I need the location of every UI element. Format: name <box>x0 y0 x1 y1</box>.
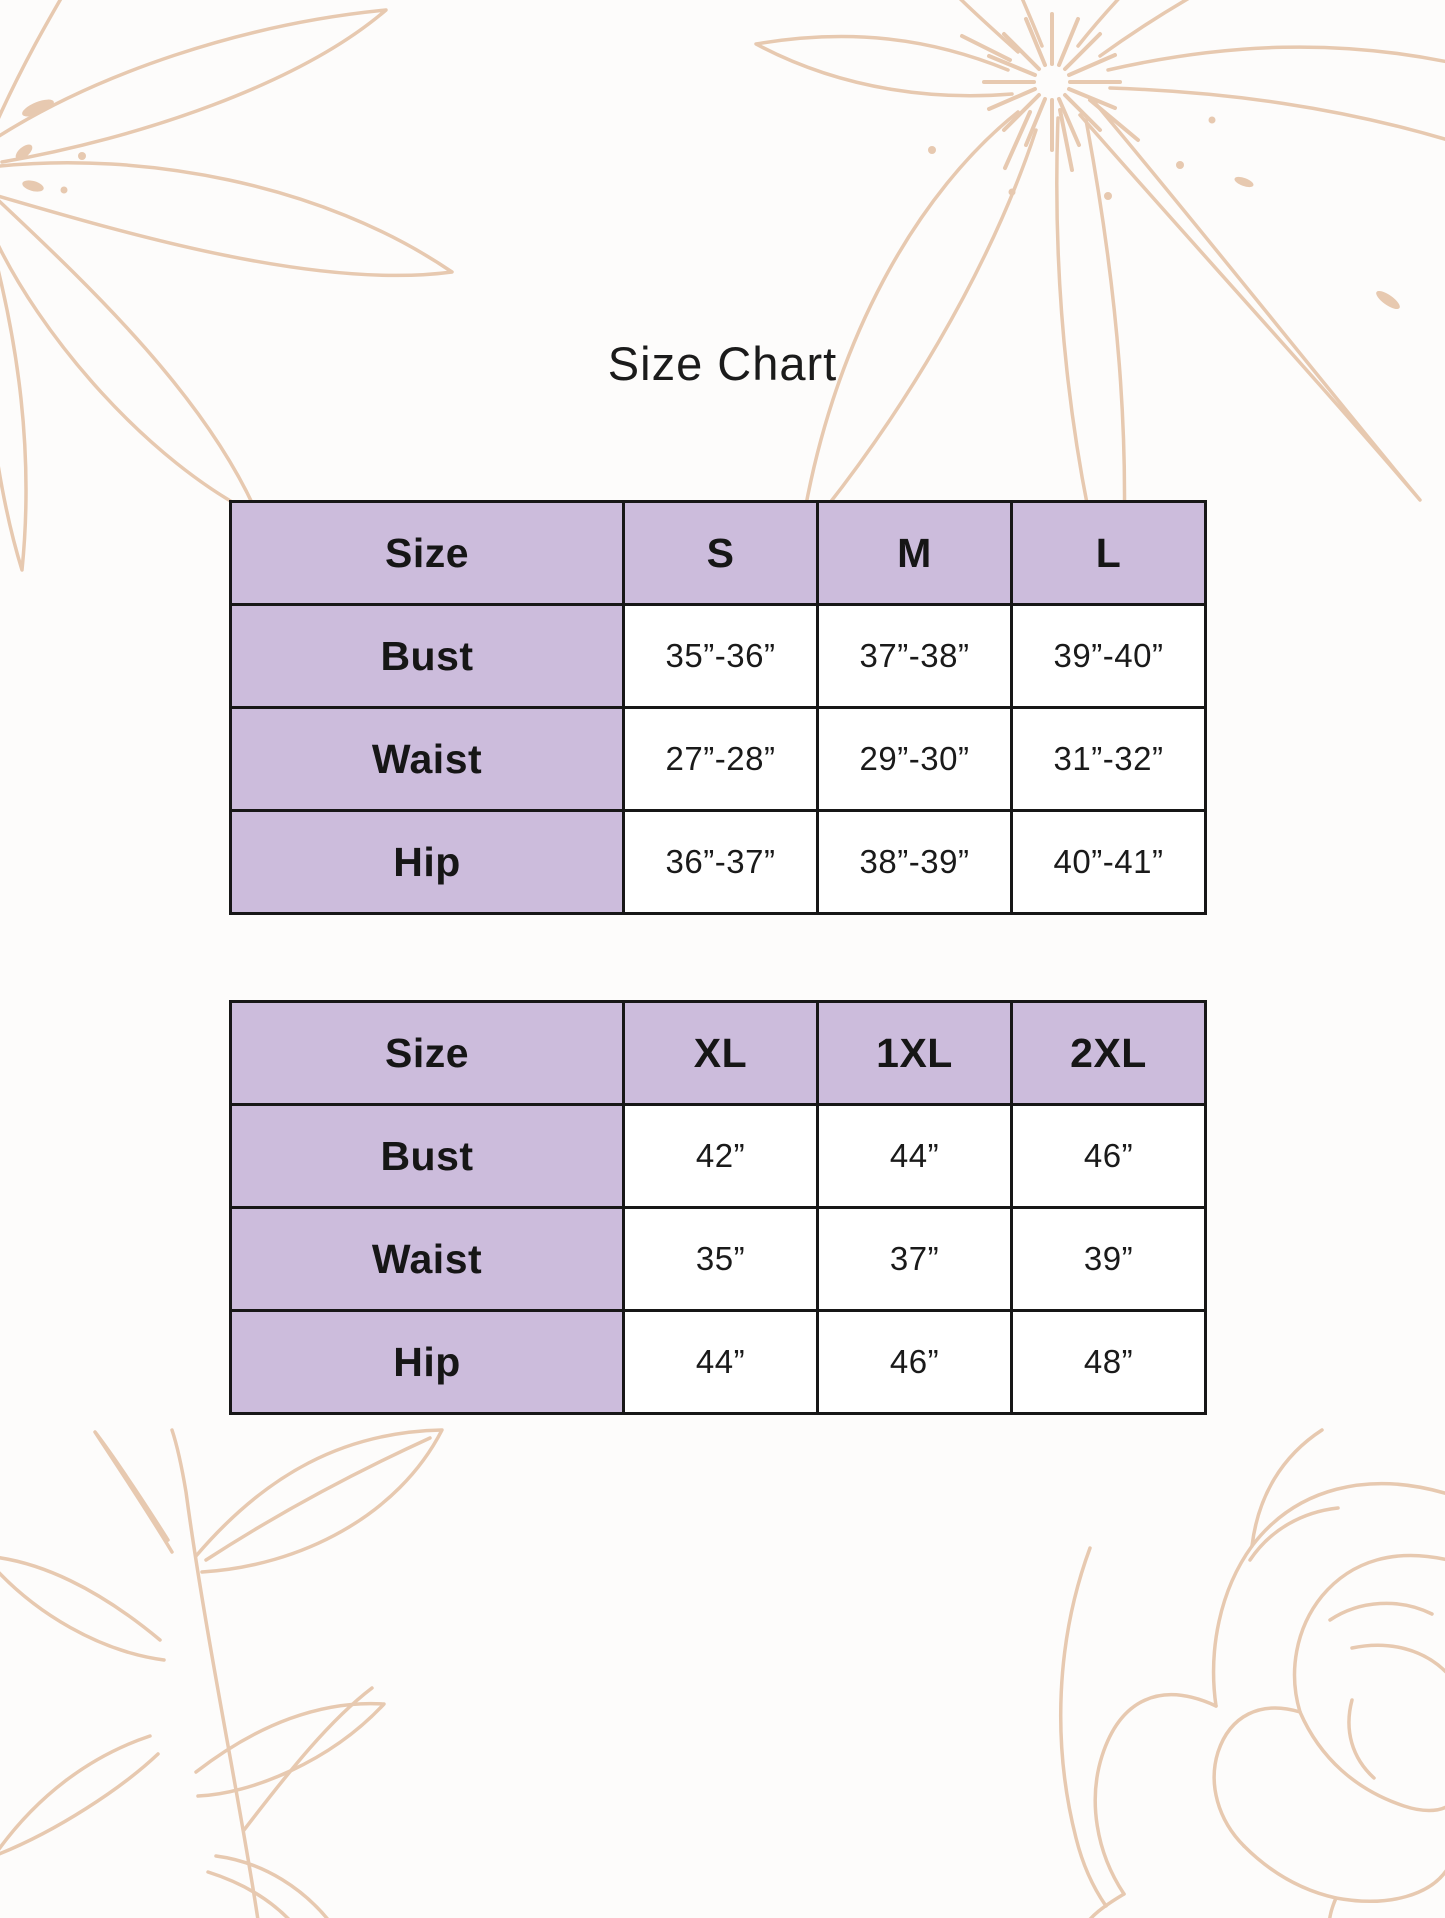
measurement-row: Hip 36”-37” 38”-39” 40”-41” <box>229 809 1207 915</box>
leafy-branch-bottom-left-illustration <box>0 1428 444 1918</box>
measurement-label-cell: Waist <box>229 1206 625 1312</box>
page-title: Size Chart <box>607 337 838 390</box>
header-row: Size S M L <box>229 500 1207 606</box>
measurement-value-cell: 48” <box>1010 1309 1207 1415</box>
measurement-value-cell: 35” <box>622 1206 819 1312</box>
measurement-value-cell: 37”-38” <box>816 603 1013 709</box>
corner-header-cell: Size <box>229 500 625 606</box>
measurement-label-cell: Hip <box>229 1309 625 1415</box>
measurement-row: Bust 42” 44” 46” <box>229 1103 1207 1209</box>
size-header-cell: L <box>1010 500 1207 606</box>
measurement-value-cell: 27”-28” <box>622 706 819 812</box>
size-header-cell: XL <box>622 1000 819 1106</box>
measurement-row: Waist 27”-28” 29”-30” 31”-32” <box>229 706 1207 812</box>
measurement-value-cell: 37” <box>816 1206 1013 1312</box>
stamen-burst <box>960 12 1140 172</box>
size-table-extended: Size XL 1XL 2XL Bust 42” 44” 46” Waist 35” 37” 39” H… <box>229 1000 1207 1415</box>
measurement-value-cell: 44” <box>622 1309 819 1415</box>
measurement-label-cell: Bust <box>229 603 625 709</box>
flower-top-left-illustration <box>0 0 454 572</box>
size-header-cell: 1XL <box>816 1000 1013 1106</box>
size-table-standard: Size S M L Bust 35”-36” 37”-38” 39”-40” Waist 27”… <box>229 500 1207 915</box>
measurement-value-cell: 42” <box>622 1103 819 1209</box>
measurement-row: Bust 35”-36” 37”-38” 39”-40” <box>229 603 1207 709</box>
measurement-value-cell: 38”-39” <box>816 809 1013 915</box>
measurement-value-cell: 29”-30” <box>816 706 1013 812</box>
size-header-cell: 2XL <box>1010 1000 1207 1106</box>
measurement-value-cell: 36”-37” <box>622 809 819 915</box>
measurement-value-cell: 46” <box>1010 1103 1207 1209</box>
measurement-row: Waist 35” 37” 39” <box>229 1206 1207 1312</box>
measurement-value-cell: 40”-41” <box>1010 809 1207 915</box>
measurement-value-cell: 39” <box>1010 1206 1207 1312</box>
measurement-label-cell: Hip <box>229 809 625 915</box>
measurement-value-cell: 39”-40” <box>1010 603 1207 709</box>
measurement-value-cell: 44” <box>816 1103 1013 1209</box>
measurement-label-cell: Bust <box>229 1103 625 1209</box>
corner-header-cell: Size <box>229 1000 625 1106</box>
measurement-label-cell: Waist <box>229 706 625 812</box>
measurement-row: Hip 44” 46” 48” <box>229 1309 1207 1415</box>
measurement-value-cell: 31”-32” <box>1010 706 1207 812</box>
measurement-value-cell: 46” <box>816 1309 1013 1415</box>
size-header-cell: S <box>622 500 819 606</box>
measurement-value-cell: 35”-36” <box>622 603 819 709</box>
header-row: Size XL 1XL 2XL <box>229 1000 1207 1106</box>
peony-bottom-right-illustration <box>1059 1428 1445 1918</box>
size-header-cell: M <box>816 500 1013 606</box>
